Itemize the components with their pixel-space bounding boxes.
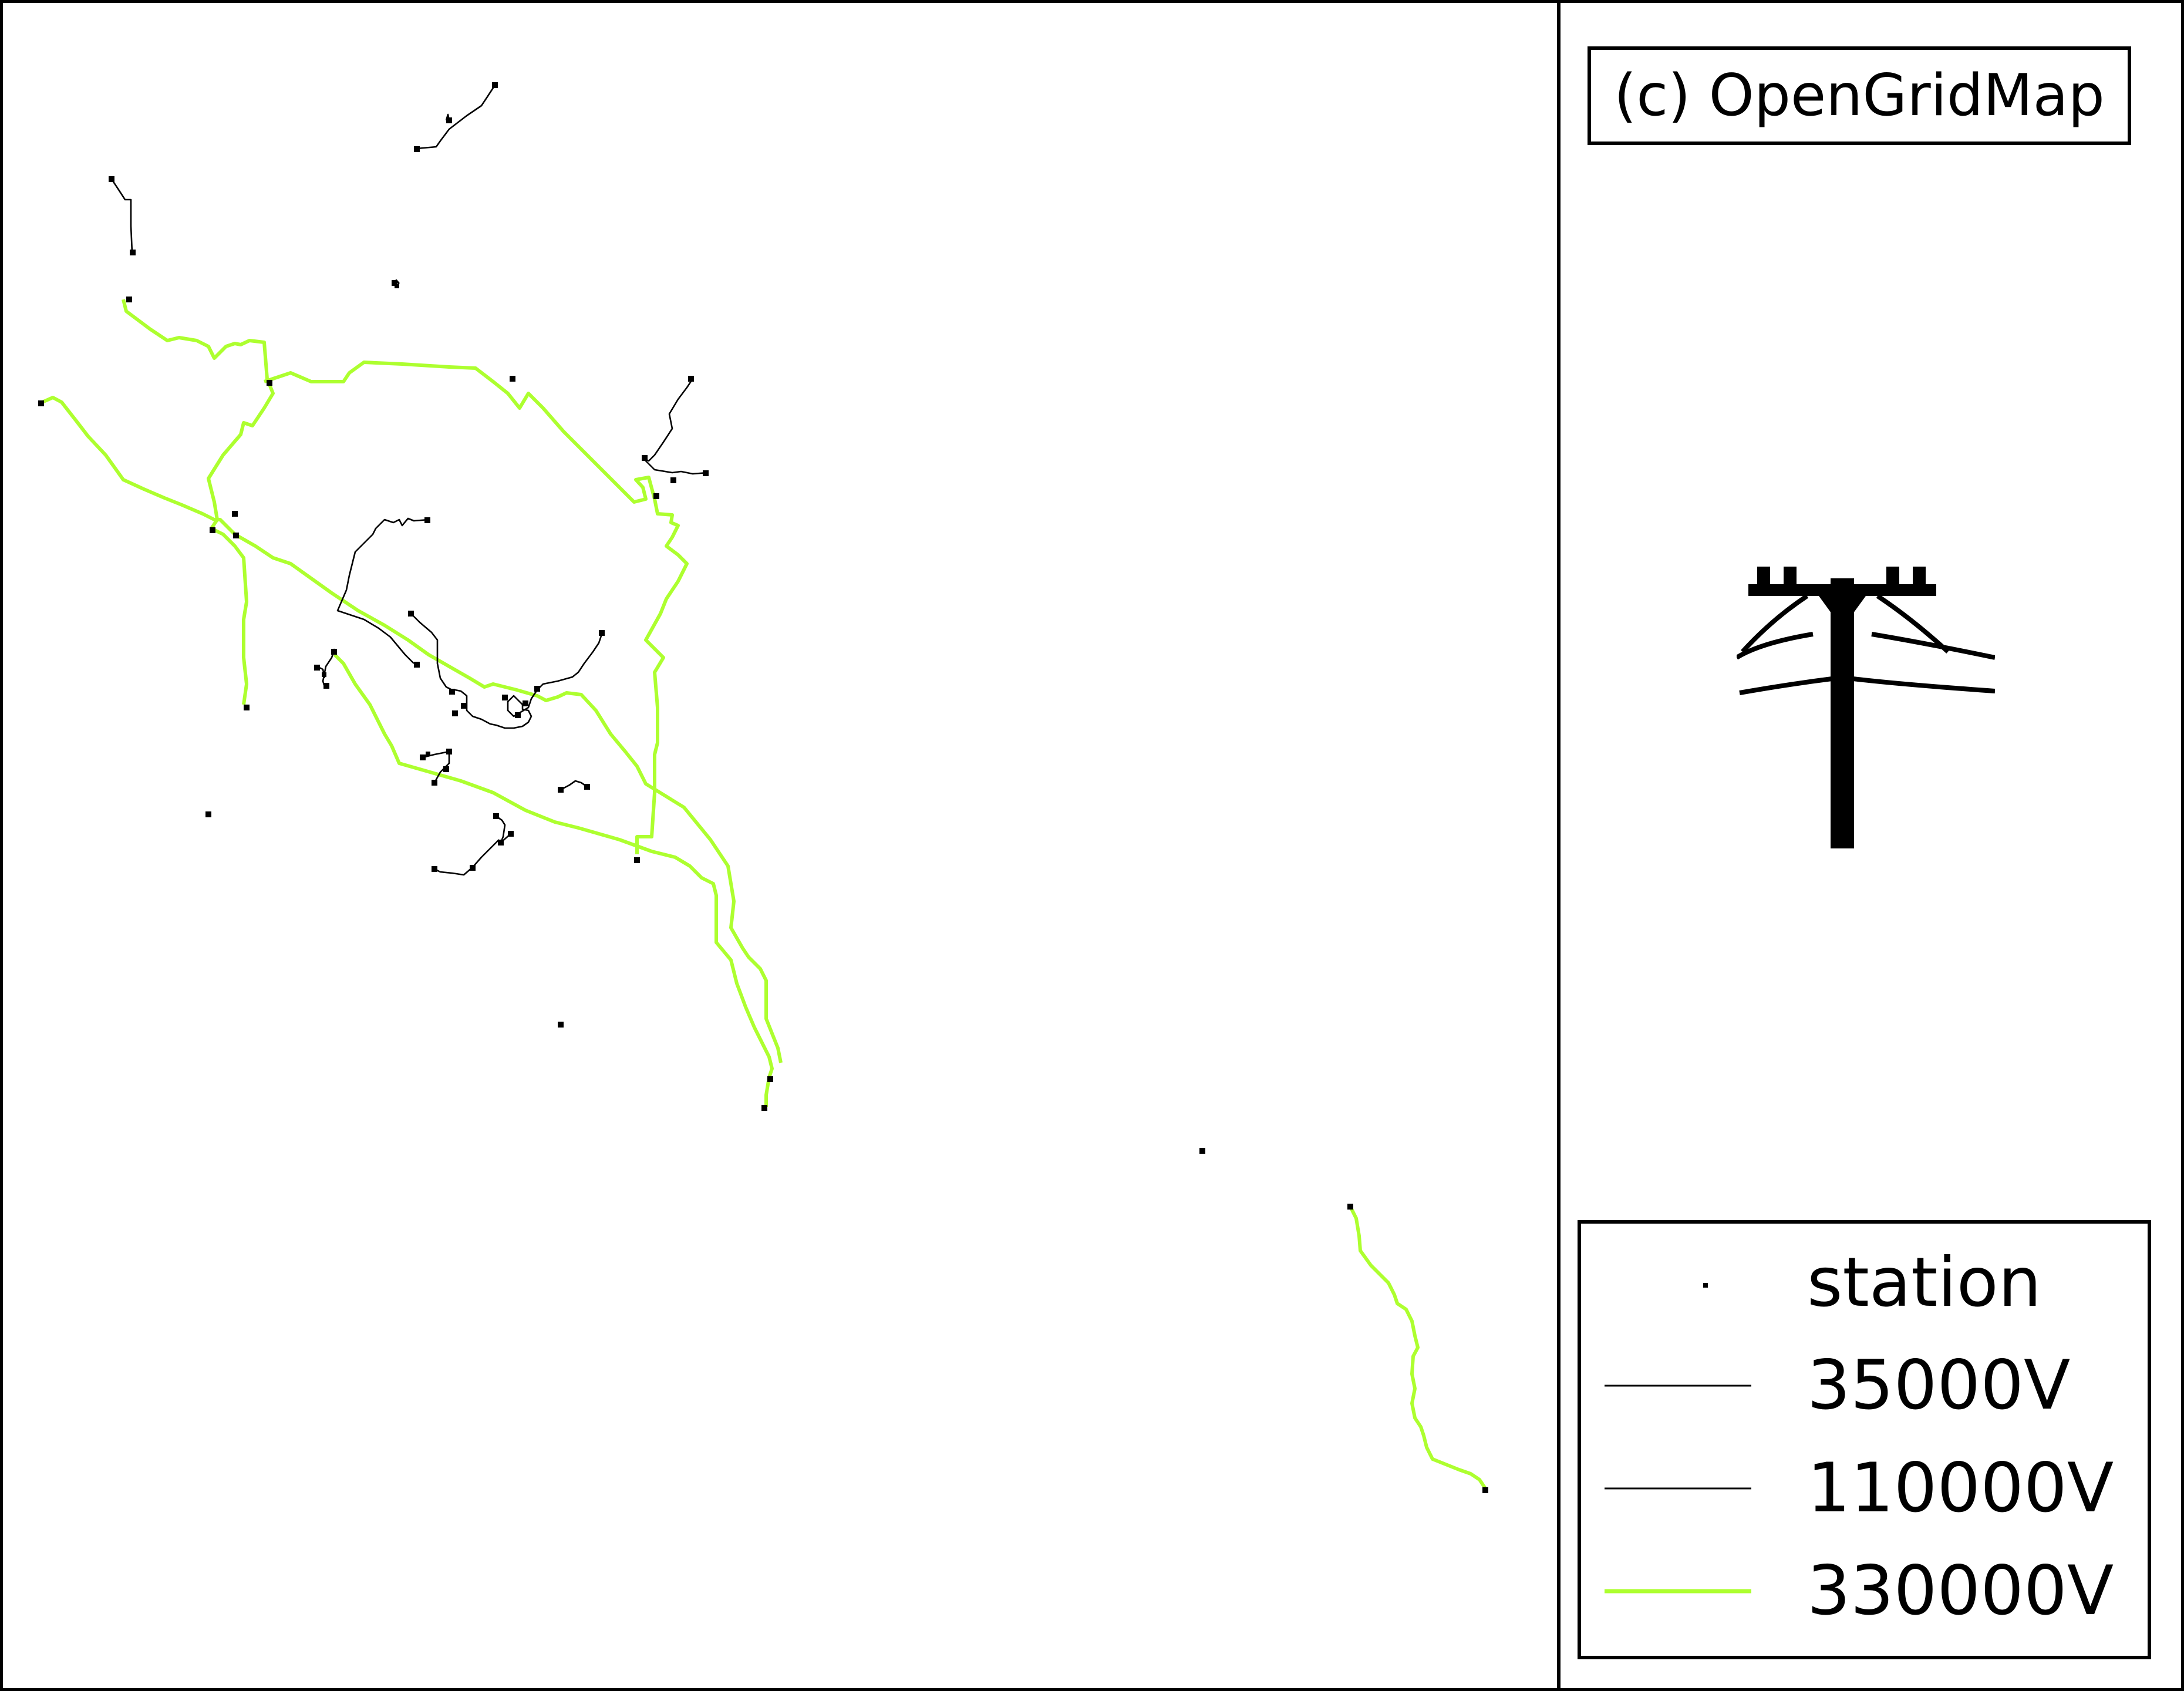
station xyxy=(130,250,136,255)
station xyxy=(205,811,211,817)
line-symbol-330000v xyxy=(1605,1542,1751,1642)
legend-item-station: station xyxy=(1581,1234,2148,1334)
station xyxy=(38,400,44,406)
station xyxy=(493,813,499,819)
station xyxy=(461,703,467,709)
side-panel: (c) OpenGridMap station xyxy=(1561,3,2181,1688)
station xyxy=(642,455,648,461)
line-symbol-35000v xyxy=(1605,1337,1751,1437)
legend: station 35000V 110000V 330000V xyxy=(1578,1220,2151,1659)
station xyxy=(584,784,590,790)
station xyxy=(761,1105,767,1111)
station xyxy=(688,376,694,382)
station xyxy=(599,630,605,636)
legend-label: 35000V xyxy=(1807,1346,2071,1425)
line-330000v xyxy=(41,396,783,1063)
station xyxy=(1199,1148,1205,1154)
station xyxy=(314,665,320,671)
station xyxy=(515,712,521,718)
station xyxy=(126,297,132,302)
station xyxy=(653,493,659,499)
station xyxy=(523,700,528,706)
station xyxy=(432,780,437,786)
line-35000v xyxy=(110,178,133,253)
station xyxy=(210,527,215,533)
station xyxy=(233,533,239,538)
legend-item-330000v: 330000V xyxy=(1581,1542,2148,1642)
station xyxy=(634,857,640,863)
station xyxy=(424,517,430,523)
legend-label: 110000V xyxy=(1807,1449,2114,1528)
line-35000v xyxy=(422,750,450,783)
station xyxy=(420,754,426,760)
map-canvas[interactable] xyxy=(3,3,1557,1688)
line-35000v xyxy=(336,517,429,664)
station xyxy=(1482,1487,1488,1493)
station xyxy=(449,689,455,695)
lines-330000v xyxy=(41,299,1487,1490)
line-330000v xyxy=(1349,1205,1487,1490)
station xyxy=(408,611,414,617)
legend-item-35000v: 35000V xyxy=(1581,1337,2148,1437)
lines-35000v xyxy=(110,85,708,876)
line-35000v xyxy=(642,378,708,475)
station xyxy=(267,380,272,386)
station xyxy=(498,840,504,846)
line-35000v xyxy=(410,613,603,729)
station xyxy=(414,146,420,152)
station xyxy=(558,787,564,793)
line-35000v xyxy=(322,648,336,688)
line-35000v xyxy=(416,85,496,150)
line-330000v xyxy=(122,299,275,705)
station xyxy=(232,511,238,517)
copyright-notice: (c) OpenGridMap xyxy=(1588,46,2131,145)
line-35000v xyxy=(434,839,500,876)
station xyxy=(446,749,452,754)
station xyxy=(534,686,540,692)
power-pylon-icon xyxy=(1737,567,1995,848)
station xyxy=(502,695,508,700)
station xyxy=(414,662,420,668)
line-330000v xyxy=(333,653,774,1107)
line-35000v xyxy=(496,815,511,844)
station xyxy=(322,672,326,677)
station xyxy=(109,176,114,182)
station xyxy=(767,1076,773,1082)
station xyxy=(470,865,476,871)
station xyxy=(558,1022,564,1028)
line-35000v xyxy=(560,780,588,791)
panel-divider xyxy=(1557,0,1561,1691)
stations xyxy=(38,82,1488,1493)
station xyxy=(426,752,430,756)
line-symbol-110000v xyxy=(1605,1440,1751,1540)
station xyxy=(395,284,399,288)
station xyxy=(703,470,709,476)
station xyxy=(452,710,458,716)
station xyxy=(443,766,449,772)
legend-label: 330000V xyxy=(1807,1551,2114,1631)
station xyxy=(392,280,397,286)
station xyxy=(1347,1204,1353,1210)
station xyxy=(492,82,498,88)
station xyxy=(323,683,329,689)
station xyxy=(446,117,452,123)
station xyxy=(432,866,437,872)
station xyxy=(510,376,515,382)
station xyxy=(331,649,337,655)
station-symbol xyxy=(1605,1234,1751,1334)
station xyxy=(244,705,250,710)
station xyxy=(670,477,676,483)
grid-map[interactable] xyxy=(3,3,1557,1688)
station xyxy=(508,831,514,837)
line-330000v xyxy=(264,361,689,854)
legend-label: station xyxy=(1807,1243,2042,1322)
legend-item-110000v: 110000V xyxy=(1581,1440,2148,1540)
